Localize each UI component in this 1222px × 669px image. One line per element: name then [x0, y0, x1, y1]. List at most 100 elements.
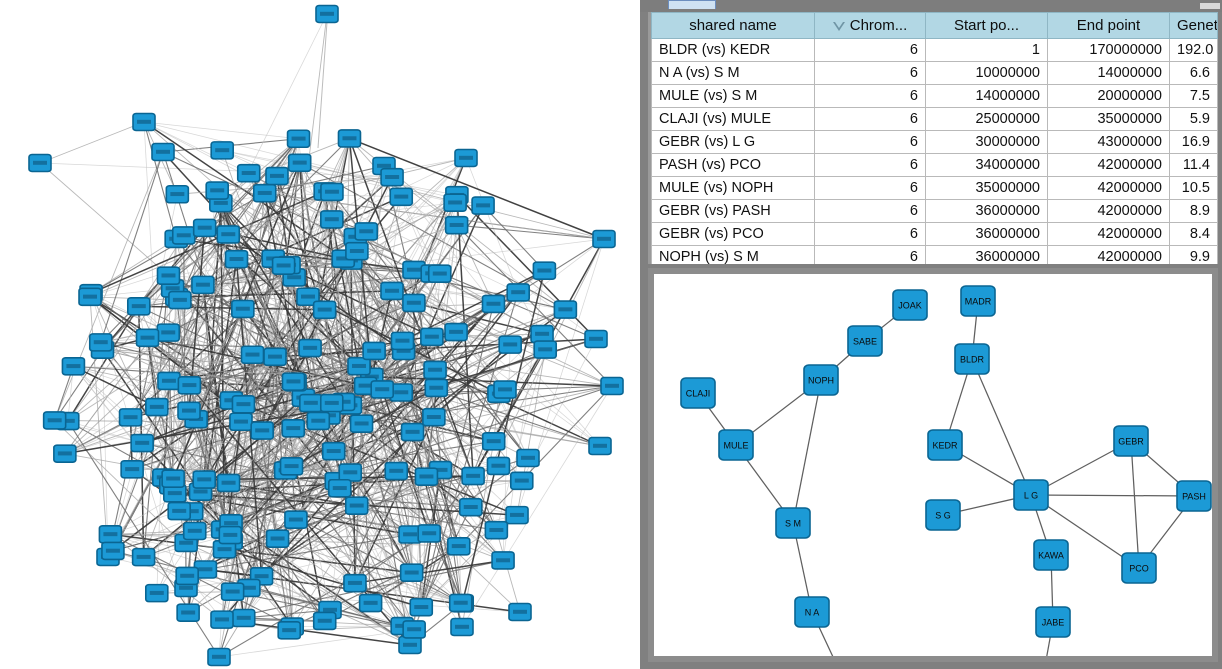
subnetwork-node-joak[interactable]: JOAK — [892, 289, 928, 321]
subnetwork-node-pco[interactable]: PCO — [1121, 552, 1157, 584]
network-edge — [218, 629, 415, 658]
table-row[interactable]: MULE (vs) S M 6 14000000 20000000 7.5 — [651, 84, 1218, 108]
table-row[interactable]: MULE (vs) NOPH 6 35000000 42000000 10.5 — [651, 176, 1218, 200]
column-header-start-point[interactable]: Start po... — [925, 12, 1048, 39]
node-label-glyphs — [405, 429, 420, 434]
network-edge — [350, 385, 613, 474]
network-edge — [176, 138, 299, 298]
network-edge — [292, 625, 403, 627]
main-network-svg[interactable] — [0, 0, 640, 669]
table-row[interactable]: NOPH (vs) S M 6 36000000 42000000 9.9 — [651, 245, 1218, 264]
node-label-glyphs — [172, 508, 187, 513]
sort-descending-icon[interactable] — [832, 22, 845, 31]
cell-shared_name: N A (vs) S M — [651, 61, 815, 85]
node-label-glyphs — [385, 174, 400, 179]
network-edge — [228, 482, 463, 604]
column-header-chromosome[interactable]: Chrom... — [814, 12, 926, 39]
node-label-glyphs — [605, 383, 619, 388]
node-label-glyphs — [217, 547, 232, 552]
node-label-glyphs — [123, 415, 138, 420]
node-label-glyphs — [394, 390, 409, 395]
table-body[interactable]: BLDR (vs) KEDR 6 1 170000000 192.0 N A (vs) S… — [651, 38, 1218, 264]
subnetwork-node-bldr[interactable]: BLDR — [954, 343, 990, 375]
node-label-glyphs — [349, 249, 364, 254]
node-label-glyphs — [179, 540, 194, 545]
node-label-glyphs — [336, 256, 351, 261]
column-header-end-point[interactable]: End point — [1047, 12, 1170, 39]
subnetwork-node-s-m[interactable]: S M — [775, 507, 811, 539]
subnetwork-node-l-g[interactable]: L G — [1013, 479, 1049, 511]
node-label-glyphs — [422, 531, 437, 536]
cell-start_point: 14000000 — [925, 84, 1048, 108]
subnetwork-node-gebr[interactable]: GEBR — [1113, 425, 1149, 457]
cell-shared_name: MULE (vs) NOPH — [651, 176, 815, 200]
table-row[interactable]: GEBR (vs) PASH 6 36000000 42000000 8.9 — [651, 199, 1218, 223]
network-edge — [202, 196, 402, 286]
network-edge — [465, 157, 519, 293]
edge-table-panel[interactable]: shared name Chrom... Start po... End poi… — [648, 12, 1218, 264]
node-label-glyphs — [514, 478, 529, 483]
node-label-glyphs — [197, 477, 212, 482]
table-row[interactable]: N A (vs) S M 6 10000000 14000000 6.6 — [651, 61, 1218, 85]
node-label-glyphs — [453, 600, 468, 605]
network-edge — [167, 230, 367, 334]
main-network-canvas[interactable] — [0, 0, 640, 669]
table-row[interactable]: BLDR (vs) KEDR 6 1 170000000 192.0 — [651, 38, 1218, 62]
node-label-glyphs — [558, 307, 573, 312]
subnetwork-node-pash[interactable]: PASH — [1176, 480, 1212, 512]
table-row[interactable]: GEBR (vs) PCO 6 36000000 42000000 8.4 — [651, 222, 1218, 246]
edge-table[interactable]: shared name Chrom... Start po... End poi… — [651, 12, 1218, 264]
subnetwork-node-mule[interactable]: MULE — [718, 429, 754, 461]
subnetwork-node-s-g[interactable]: S G — [925, 499, 961, 531]
cell-chromosome: 6 — [814, 199, 926, 223]
subnetwork-node-noph[interactable]: NOPH — [803, 364, 839, 396]
node-label-glyphs — [404, 570, 419, 575]
node-label-glyphs — [229, 256, 244, 261]
node-label-glyphs — [320, 11, 334, 16]
subnetwork-node-sabe[interactable]: SABE — [847, 325, 883, 357]
node-label-glyphs — [476, 203, 491, 208]
table-tab-handle[interactable] — [668, 0, 716, 9]
column-header-shared-name[interactable]: shared name — [651, 12, 815, 39]
network-edge — [461, 385, 613, 628]
network-edge — [73, 365, 158, 408]
network-edge — [420, 529, 497, 608]
node-label-glyphs — [395, 623, 410, 628]
network-edge — [100, 151, 164, 343]
node-label-glyphs — [466, 473, 481, 478]
subnetwork-node-madr[interactable]: MADR — [960, 285, 996, 317]
column-label-chromosome: Chrom... — [849, 17, 908, 34]
node-label-glyphs — [161, 330, 176, 335]
node-label-glyphs — [347, 580, 362, 585]
network-edge — [102, 349, 109, 558]
network-edge — [221, 356, 276, 620]
node-label-glyphs — [284, 464, 299, 469]
cell-start_point: 1 — [925, 38, 1048, 62]
node-label-glyphs — [136, 554, 151, 559]
subnetwork-node-jabe[interactable]: JABE — [1035, 606, 1071, 638]
network-edge — [409, 331, 457, 535]
node-label-glyphs — [384, 288, 399, 293]
column-header-genetic[interactable]: Genetic... — [1169, 12, 1218, 39]
subnetwork-node-kedr[interactable]: KEDR — [927, 429, 963, 461]
cell-genetic: 9.9 — [1169, 245, 1218, 264]
node-label: MADR — [965, 297, 992, 307]
node-shape — [1013, 479, 1049, 511]
subnetwork-node-n-a[interactable]: N A — [794, 596, 830, 628]
node-label-glyphs — [491, 463, 506, 468]
cell-chromosome: 6 — [814, 84, 926, 108]
node-label-glyphs — [303, 400, 318, 405]
node-label-glyphs — [426, 415, 441, 420]
table-row[interactable]: CLAJI (vs) MULE 6 25000000 35000000 5.9 — [651, 107, 1218, 131]
network-edge — [1130, 440, 1140, 569]
table-scroll-nub[interactable] — [1200, 3, 1220, 9]
table-row[interactable]: PASH (vs) PCO 6 34000000 42000000 11.4 — [651, 153, 1218, 177]
table-row[interactable]: GEBR (vs) L G 6 30000000 43000000 16.9 — [651, 130, 1218, 154]
subnetwork-node-claji[interactable]: CLAJI — [680, 377, 716, 409]
subnetwork-node-kawa[interactable]: KAWA — [1033, 539, 1069, 571]
node-label: BLDR — [960, 355, 985, 365]
node-label-glyphs — [343, 470, 358, 475]
